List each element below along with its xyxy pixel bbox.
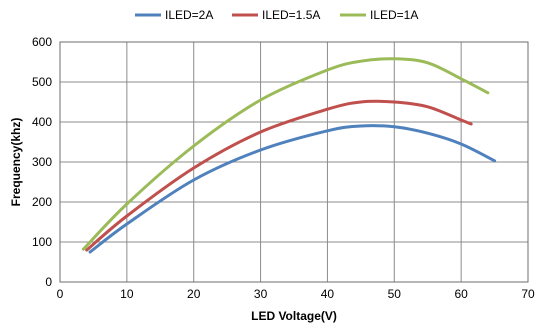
x-tick-label: 70 [521, 287, 535, 301]
y-axis-ticks: 0 100 200 300 400 500 600 [32, 35, 52, 289]
x-tick-label: 10 [120, 287, 134, 301]
series-line-3 [81, 57, 490, 251]
y-tick-label: 300 [32, 155, 52, 169]
x-tick-label: 0 [57, 287, 64, 301]
y-tick-label: 200 [32, 195, 52, 209]
x-tick-label: 50 [388, 287, 402, 301]
series-group [81, 57, 497, 254]
legend-label-1: ILED=2A [165, 8, 213, 22]
y-tick-label: 100 [32, 235, 52, 249]
y-axis-label: Frequency(khz) [9, 118, 23, 207]
legend: ILED=2A ILED=1.5A ILED=1A [135, 8, 418, 22]
series-line-1 [88, 124, 497, 254]
legend-label-3: ILED=1A [370, 8, 418, 22]
x-tick-label: 60 [454, 287, 468, 301]
x-tick-label: 30 [254, 287, 268, 301]
series-line-2 [85, 99, 473, 252]
x-tick-label: 20 [187, 287, 201, 301]
y-tick-label: 600 [32, 35, 52, 49]
x-axis-label: LED Voltage(V) [251, 309, 337, 323]
grid [60, 42, 528, 282]
plot-area-frame [59, 41, 529, 283]
y-tick-label: 400 [32, 115, 52, 129]
x-tick-label: 40 [321, 287, 335, 301]
legend-label-2: ILED=1.5A [262, 8, 320, 22]
y-tick-label: 0 [45, 275, 52, 289]
x-axis-ticks: 0 10 20 30 40 50 60 70 [57, 287, 535, 301]
y-tick-label: 500 [32, 75, 52, 89]
